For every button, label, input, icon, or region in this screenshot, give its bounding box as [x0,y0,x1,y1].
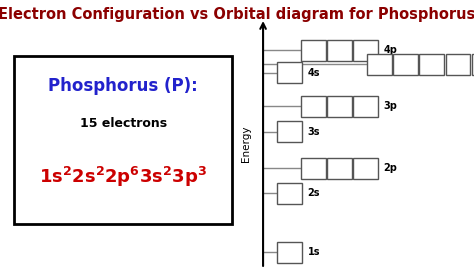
Text: Electron Configuration vs Orbital diagram for Phosphorus: Electron Configuration vs Orbital diagra… [0,7,474,22]
Text: 3p: 3p [383,101,397,111]
Text: 4s: 4s [308,68,320,78]
Bar [353,157,378,179]
Bar [14,56,232,224]
Bar [472,54,474,75]
Text: 2p: 2p [383,163,397,173]
Text: 1s: 1s [308,247,320,257]
Bar [277,62,302,83]
Text: $\mathbf{1s^22s^22p^63s^23p^3}$: $\mathbf{1s^22s^22p^63s^23p^3}$ [39,165,208,189]
Text: Phosphorus (P):: Phosphorus (P): [48,77,198,95]
Bar [277,183,302,204]
Bar [393,54,418,75]
Bar [353,40,378,61]
Text: 15 electrons: 15 electrons [80,117,167,130]
Bar [301,157,326,179]
Bar [277,121,302,142]
Bar [327,96,352,117]
Bar [277,241,302,263]
Bar [367,54,392,75]
Bar [327,40,352,61]
Text: 3s: 3s [308,127,320,137]
Bar [301,40,326,61]
Text: 4p: 4p [383,45,397,55]
Bar [419,54,444,75]
Text: 2s: 2s [308,188,320,198]
Bar [327,157,352,179]
Bar [353,96,378,117]
Text: Energy: Energy [241,125,252,162]
Bar [446,54,470,75]
Bar [301,96,326,117]
